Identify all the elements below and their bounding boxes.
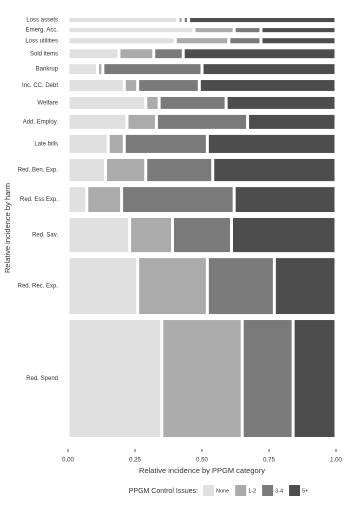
x-tick-label: 0.75: [263, 458, 275, 464]
row-label: Emerg. Acc.: [26, 28, 59, 34]
mosaic-cell: [69, 64, 96, 75]
row-label: Inc. CC. Debt: [22, 83, 58, 89]
row-label: Red. Rec. Exp.: [18, 284, 59, 290]
mosaic-cell: [109, 134, 123, 153]
mosaic-cell: [249, 114, 335, 129]
legend-swatch: [203, 485, 214, 496]
mosaic-cell: [262, 38, 335, 44]
mosaic-cell: [69, 28, 193, 33]
row-label: Red. Sav.: [32, 233, 58, 239]
mosaic-cell: [69, 49, 118, 59]
mosaic-cell: [235, 187, 335, 213]
row-label: Welfare: [37, 101, 58, 107]
mosaic-cell: [128, 114, 155, 129]
mosaic-cell: [69, 80, 123, 91]
mosaic-cell: [131, 218, 172, 253]
mosaic-cell: [179, 18, 182, 23]
mosaic-cell: [69, 96, 145, 109]
mosaic-cell: [88, 187, 121, 213]
mosaic-cell: [176, 38, 228, 44]
mosaic-cell: [294, 320, 335, 437]
mosaic-cell: [190, 18, 335, 23]
mosaic-cell: [232, 218, 335, 253]
legend-swatch: [289, 485, 301, 496]
mosaic-cell: [227, 96, 335, 109]
row-label: Add. Employ.: [23, 119, 59, 125]
mosaic-cell: [104, 64, 201, 75]
x-tick-label: 1.00: [330, 458, 342, 464]
legend-title: PPGM Control Issues:: [129, 488, 198, 495]
row-label: Bankrup: [36, 67, 59, 73]
mosaic-cell: [69, 114, 126, 129]
mosaic-cell: [139, 258, 206, 315]
legend-label: 5+: [302, 488, 308, 494]
mosaic-cell: [184, 49, 335, 59]
y-axis-title: Relative incidence by harm: [3, 183, 12, 273]
row-label: Red. Ess Exp.: [20, 197, 58, 203]
x-tick-label: 0.50: [196, 458, 208, 464]
mosaic-cell: [243, 320, 292, 437]
legend-swatch: [235, 485, 247, 496]
mosaic-cell: [69, 18, 177, 23]
mosaic-cell: [107, 158, 145, 182]
mosaic-cell: [230, 38, 260, 44]
mosaic-cell: [160, 96, 225, 109]
mosaic-cell: [195, 28, 233, 33]
mosaic-cell: [157, 114, 247, 129]
mosaic-cell: [69, 320, 161, 437]
mosaic-cell: [200, 80, 335, 91]
mosaic-cell: [214, 158, 335, 182]
mosaic-cell: [147, 96, 158, 109]
mosaic-cell: [155, 49, 182, 59]
mosaic-cell: [174, 218, 230, 253]
mosaic-cell: [163, 320, 241, 437]
legend-label: None: [216, 488, 229, 494]
mosaic-cell: [69, 187, 86, 213]
row-label: Loss assets: [26, 18, 58, 24]
row-label: Red. Ben. Exp.: [18, 168, 59, 174]
row-label: Red. Spend: [26, 376, 58, 382]
x-tick-label: 0.25: [129, 458, 141, 464]
mosaic-cell: [235, 28, 260, 33]
mosaic-cell: [123, 187, 233, 213]
mosaic-cell: [69, 258, 137, 315]
legend-label: 1-2: [248, 488, 256, 494]
mosaic-cell: [275, 258, 335, 315]
mosaic-cell: [125, 134, 206, 153]
row-label: Late bills: [34, 141, 58, 147]
x-tick-label: 0.00: [62, 458, 74, 464]
mosaic-cell: [208, 258, 273, 315]
mosaic-cell: [147, 158, 212, 182]
mosaic-cell: [203, 64, 335, 75]
mosaic-cell: [184, 18, 188, 23]
mosaic-cell: [69, 158, 105, 182]
mosaic-cell: [208, 134, 335, 153]
mosaic-cell: [139, 80, 198, 91]
mosaic-cell: [262, 28, 335, 33]
legend-swatch: [262, 485, 274, 496]
mosaic-cell: [69, 218, 129, 253]
mosaic-cell: [69, 134, 107, 153]
row-label: Sold items: [30, 51, 58, 57]
mosaic-cell: [120, 49, 153, 59]
row-label: Loss utilities: [25, 38, 58, 44]
mosaic-cell: [69, 38, 174, 44]
x-axis-title: Relative incidence by PPGM category: [139, 466, 265, 475]
mosaic-cell: [125, 80, 137, 91]
legend-label: 3-4: [275, 488, 283, 494]
mosaic-cell: [98, 64, 102, 75]
